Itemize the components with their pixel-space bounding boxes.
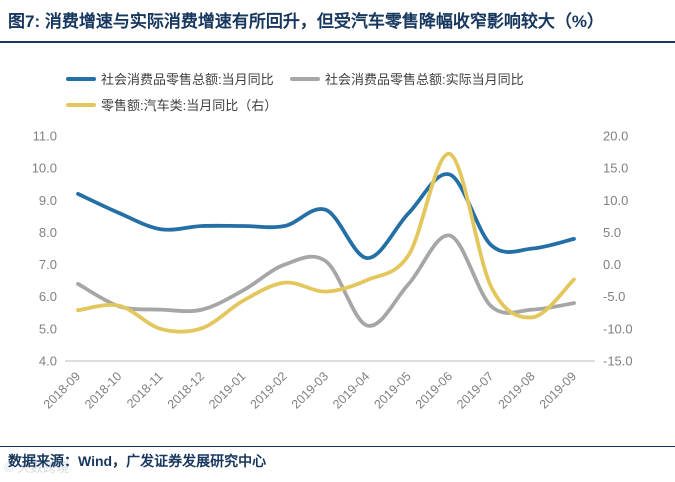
legend-label: 社会消费品零售总额:当月同比 <box>101 72 274 87</box>
x-axis-label: 2018-10 <box>82 369 124 411</box>
x-axis-label: 2019-08 <box>495 369 537 411</box>
series-line-1 <box>76 233 576 328</box>
legend-item-auto-retail: 零售额:汽车类:当月同比（右） <box>66 95 277 114</box>
right-axis-tick: 0.0 <box>603 257 621 272</box>
x-axis-label: 2019-09 <box>537 369 579 411</box>
right-axis-tick: -15.0 <box>603 354 633 369</box>
x-axis-label: 2018-09 <box>41 369 83 411</box>
x-axis-label: 2019-06 <box>413 369 455 411</box>
left-axis-tick: 9.0 <box>39 193 57 208</box>
left-axis-tick: 11.0 <box>33 129 57 144</box>
legend-swatch-gray <box>290 76 320 81</box>
series-line-2 <box>76 152 576 334</box>
legend-swatch-yellow <box>66 102 96 107</box>
title-divider <box>0 41 675 43</box>
x-axis-label: 2019-04 <box>330 369 372 411</box>
right-axis-tick: 5.0 <box>603 225 621 240</box>
x-axis-label: 2018-12 <box>165 369 207 411</box>
x-axis-label: 2019-07 <box>454 369 496 411</box>
right-axis-tick: -5.0 <box>603 289 625 304</box>
right-axis-tick: 10.0 <box>603 193 628 208</box>
left-axis-tick: 6.0 <box>39 289 57 304</box>
figure-title: 图7: 消费增速与实际消费增速有所回升，但受汽车零售降幅收窄影响较大（%） <box>8 12 604 31</box>
x-axis-label: 2018-11 <box>124 369 166 411</box>
left-axis-tick: 5.0 <box>39 321 57 336</box>
x-axis-label: 2019-01 <box>206 369 248 411</box>
right-axis-tick: 20.0 <box>603 129 628 144</box>
left-axis-tick: 8.0 <box>39 225 57 240</box>
legend-label: 零售额:汽车类:当月同比（右） <box>101 98 278 113</box>
legend-swatch-blue <box>66 76 96 81</box>
x-axis-label: 2019-02 <box>247 369 289 411</box>
series-line-0 <box>76 172 576 261</box>
left-axis-tick: 10.0 <box>32 161 57 176</box>
right-axis-tick: 15.0 <box>603 161 628 176</box>
right-axis-tick: -10.0 <box>603 321 633 336</box>
x-axis-label: 2019-03 <box>289 369 331 411</box>
legend-label: 社会消费品零售总额:实际当月同比 <box>325 72 524 87</box>
x-axis-label: 2019-05 <box>371 369 413 411</box>
legend-item-real-retail: 社会消费品零售总额:实际当月同比 <box>290 69 524 88</box>
data-source-note: 数据来源：Wind，广发证券发展研究中心 <box>8 453 267 469</box>
watermark: © 大数跨境 <box>4 460 70 475</box>
left-axis-tick: 7.0 <box>39 257 57 272</box>
footer-divider <box>0 446 675 447</box>
left-axis-tick: 4.0 <box>39 354 57 369</box>
legend-item-nominal-retail: 社会消费品零售总额:当月同比 <box>66 69 274 88</box>
